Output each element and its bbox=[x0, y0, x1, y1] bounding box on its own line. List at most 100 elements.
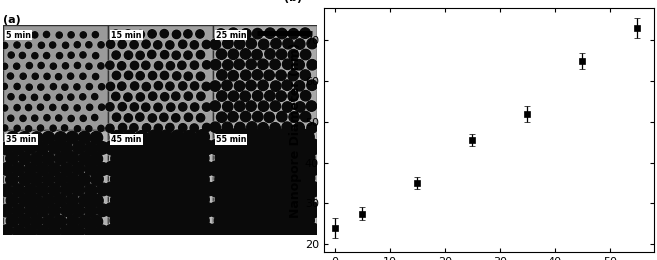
Circle shape bbox=[281, 101, 294, 113]
Circle shape bbox=[115, 223, 131, 240]
Circle shape bbox=[37, 125, 43, 131]
Circle shape bbox=[78, 131, 92, 145]
Circle shape bbox=[235, 101, 245, 112]
Circle shape bbox=[200, 140, 215, 154]
Circle shape bbox=[258, 101, 269, 112]
Circle shape bbox=[275, 69, 287, 81]
Circle shape bbox=[116, 182, 130, 196]
Circle shape bbox=[256, 223, 272, 239]
Circle shape bbox=[129, 61, 139, 70]
Circle shape bbox=[85, 63, 93, 70]
Circle shape bbox=[172, 71, 181, 81]
Circle shape bbox=[300, 150, 315, 165]
Circle shape bbox=[36, 163, 49, 176]
Circle shape bbox=[244, 159, 261, 177]
Circle shape bbox=[1, 42, 8, 49]
Circle shape bbox=[304, 138, 323, 156]
Circle shape bbox=[118, 62, 126, 70]
Circle shape bbox=[123, 214, 137, 228]
Circle shape bbox=[29, 152, 43, 166]
Circle shape bbox=[98, 83, 105, 90]
Circle shape bbox=[160, 29, 168, 38]
Circle shape bbox=[280, 180, 298, 198]
Circle shape bbox=[196, 72, 205, 80]
Circle shape bbox=[298, 169, 316, 187]
Circle shape bbox=[202, 82, 210, 90]
Circle shape bbox=[30, 173, 43, 186]
Circle shape bbox=[66, 152, 79, 164]
Circle shape bbox=[134, 172, 148, 186]
Circle shape bbox=[270, 101, 281, 111]
Circle shape bbox=[306, 122, 318, 134]
Circle shape bbox=[47, 162, 61, 177]
Circle shape bbox=[195, 172, 209, 186]
Circle shape bbox=[165, 123, 175, 132]
Circle shape bbox=[65, 130, 79, 145]
Circle shape bbox=[80, 115, 86, 121]
Circle shape bbox=[7, 131, 19, 144]
Circle shape bbox=[91, 114, 98, 121]
Circle shape bbox=[189, 224, 203, 238]
Circle shape bbox=[37, 226, 49, 238]
Circle shape bbox=[13, 41, 20, 49]
Circle shape bbox=[171, 92, 180, 100]
Circle shape bbox=[32, 53, 38, 59]
Circle shape bbox=[222, 122, 233, 133]
Circle shape bbox=[217, 91, 227, 101]
Circle shape bbox=[49, 41, 57, 49]
Circle shape bbox=[91, 194, 103, 207]
Circle shape bbox=[300, 28, 310, 38]
Circle shape bbox=[196, 50, 204, 59]
Circle shape bbox=[199, 161, 215, 177]
Circle shape bbox=[165, 40, 175, 50]
Circle shape bbox=[1, 124, 9, 132]
Circle shape bbox=[50, 83, 57, 90]
Circle shape bbox=[97, 41, 104, 48]
Circle shape bbox=[188, 160, 204, 177]
Circle shape bbox=[269, 58, 281, 70]
Circle shape bbox=[48, 204, 60, 217]
Circle shape bbox=[110, 193, 125, 207]
Circle shape bbox=[12, 205, 25, 217]
Circle shape bbox=[286, 191, 304, 209]
Circle shape bbox=[90, 172, 104, 186]
Circle shape bbox=[146, 129, 162, 146]
Circle shape bbox=[106, 103, 114, 111]
Circle shape bbox=[148, 72, 157, 80]
Circle shape bbox=[6, 194, 18, 207]
Circle shape bbox=[189, 161, 203, 176]
Text: 5 min: 5 min bbox=[7, 30, 32, 40]
Circle shape bbox=[276, 28, 288, 40]
Circle shape bbox=[269, 202, 284, 218]
Circle shape bbox=[129, 124, 138, 132]
Circle shape bbox=[245, 203, 261, 218]
Circle shape bbox=[123, 92, 133, 102]
Circle shape bbox=[235, 122, 245, 133]
Circle shape bbox=[50, 63, 57, 69]
Circle shape bbox=[65, 151, 79, 165]
Circle shape bbox=[176, 160, 193, 177]
Circle shape bbox=[53, 193, 68, 207]
Circle shape bbox=[50, 63, 57, 70]
Circle shape bbox=[7, 31, 14, 38]
Circle shape bbox=[90, 132, 102, 144]
Circle shape bbox=[170, 191, 186, 208]
Circle shape bbox=[244, 201, 261, 219]
Circle shape bbox=[78, 214, 92, 229]
Circle shape bbox=[292, 139, 310, 157]
Circle shape bbox=[250, 129, 266, 145]
Circle shape bbox=[158, 130, 173, 145]
Circle shape bbox=[181, 212, 198, 229]
Circle shape bbox=[91, 94, 98, 100]
Circle shape bbox=[57, 53, 62, 59]
Circle shape bbox=[122, 213, 138, 229]
Circle shape bbox=[171, 50, 181, 60]
Circle shape bbox=[215, 129, 231, 145]
Circle shape bbox=[111, 50, 121, 60]
Circle shape bbox=[215, 111, 228, 123]
Circle shape bbox=[269, 122, 281, 134]
Circle shape bbox=[148, 91, 158, 101]
Circle shape bbox=[124, 71, 133, 80]
Circle shape bbox=[240, 111, 251, 122]
Circle shape bbox=[182, 193, 196, 207]
